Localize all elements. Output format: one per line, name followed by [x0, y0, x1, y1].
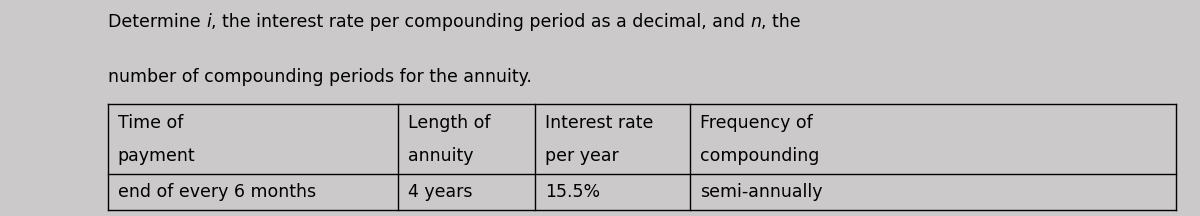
Text: i: i	[206, 13, 211, 31]
Text: semi-annually: semi-annually	[700, 183, 822, 201]
Text: compounding: compounding	[700, 147, 820, 165]
Text: , the: , the	[762, 13, 802, 31]
Text: Determine: Determine	[108, 13, 206, 31]
Text: annuity: annuity	[408, 147, 474, 165]
Text: n: n	[750, 13, 762, 31]
Text: number of compounding periods for the annuity.: number of compounding periods for the an…	[108, 68, 532, 86]
Text: Frequency of: Frequency of	[700, 114, 812, 132]
Text: per year: per year	[545, 147, 618, 165]
Text: Interest rate: Interest rate	[545, 114, 653, 132]
Text: 4 years: 4 years	[408, 183, 473, 201]
Text: payment: payment	[118, 147, 196, 165]
Text: end of every 6 months: end of every 6 months	[118, 183, 316, 201]
Text: Time of: Time of	[118, 114, 182, 132]
Text: 15.5%: 15.5%	[545, 183, 600, 201]
Text: Length of: Length of	[408, 114, 491, 132]
Text: , the interest rate per compounding period as a decimal, and: , the interest rate per compounding peri…	[211, 13, 750, 31]
